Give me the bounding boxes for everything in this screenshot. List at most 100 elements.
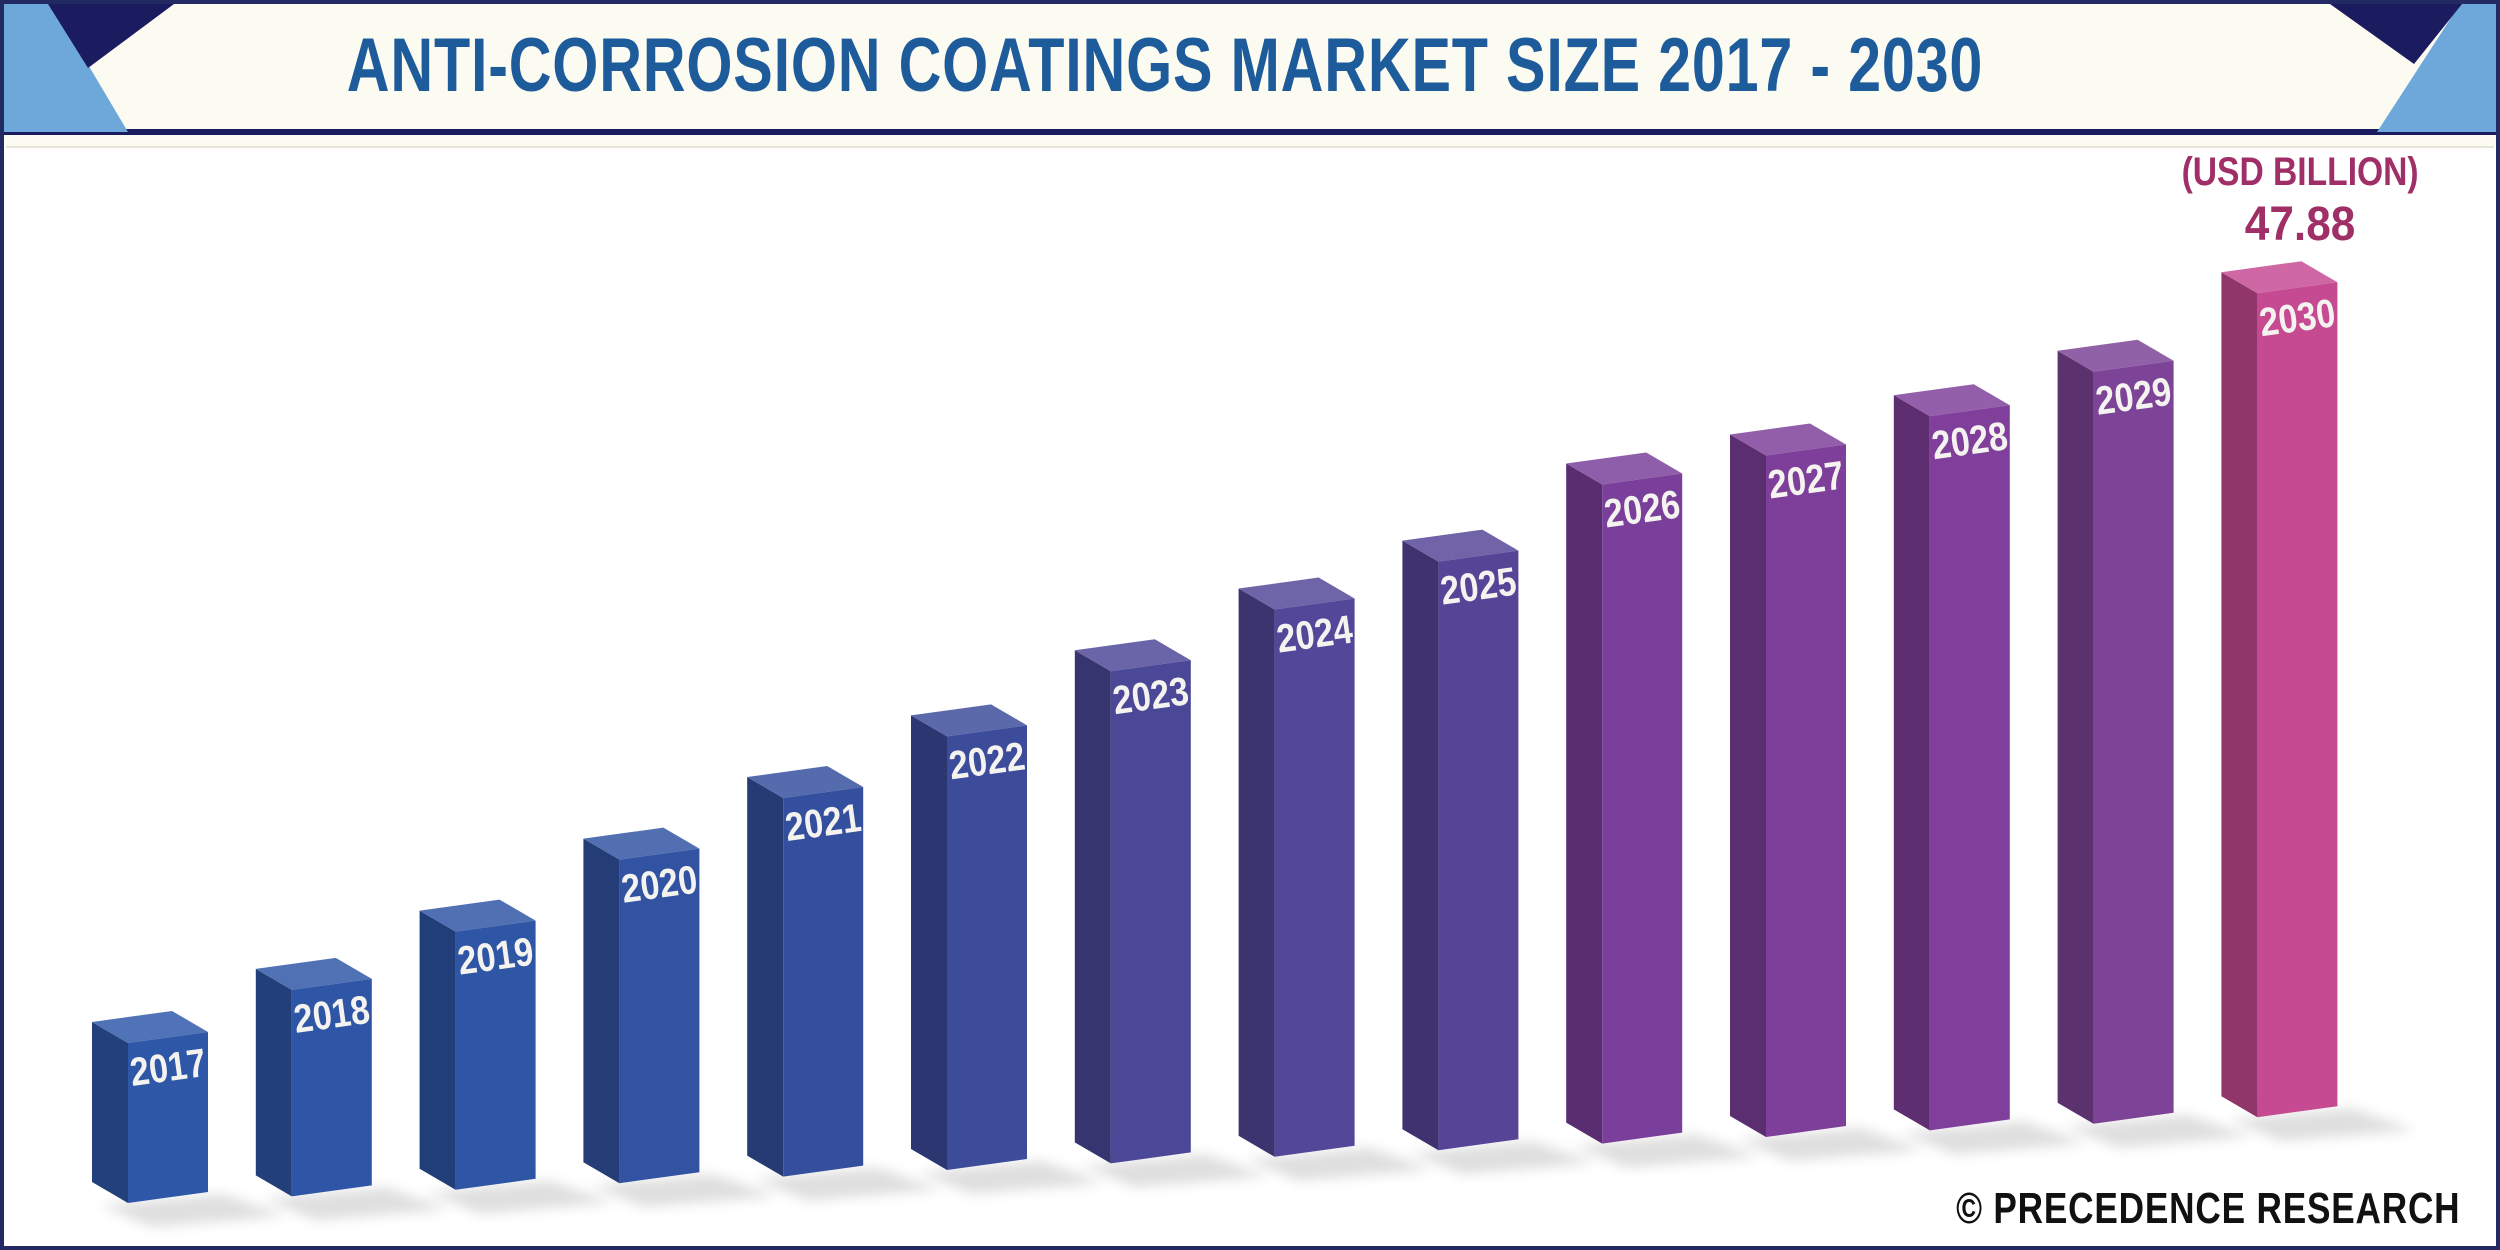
bar-2025: 2025 [1402,529,1597,1175]
right-navy-triangle [2330,4,2462,64]
bar-left-face [1893,395,1930,1131]
bar-front-face [619,848,700,1184]
bar-left-face [1238,588,1275,1157]
bar-shadow [919,1161,1105,1194]
bar-year-label: 2022 [946,734,1027,788]
bar-shadow [2229,1108,2416,1142]
bar-2030: 2030 [2221,261,2416,1142]
bar-front-face [1602,473,1683,1144]
bar-left-face [911,715,947,1170]
header-band [0,0,2500,146]
bar-shadow [100,1194,286,1227]
bar-front-face [1438,550,1519,1151]
bar-2020: 2020 [583,827,778,1208]
bar-left-face [1402,540,1439,1151]
left-lightblue-ribbon [4,4,128,132]
bar-front-face [2093,360,2174,1124]
bar-year-label: 2030 [2257,291,2338,345]
bar-year-label: 2024 [1274,607,1356,661]
bar-top-face [419,899,536,932]
bar-2021: 2021 [747,765,942,1201]
left-navy-triangle [48,4,174,68]
bar-2019: 2019 [419,899,614,1214]
bar-left-face [255,968,292,1197]
bar-shadow [2065,1114,2252,1148]
bar-year-label: 2028 [1929,414,2010,468]
bar-shadow [591,1174,778,1208]
bar-year-label: 2029 [2093,370,2174,424]
bar-year-label: 2019 [455,930,536,984]
bar-top-face [1402,529,1519,562]
bar-year-label: 2027 [1765,454,1846,508]
bar-year-label: 2025 [1438,560,1519,614]
bar-front-face [1929,405,2010,1131]
bar-front-face [1274,598,1355,1157]
bar-left-face [2057,350,2094,1124]
bar-year-label: 2026 [1602,483,1683,537]
bar-shadow [1574,1134,1761,1168]
bar-shadow [1082,1154,1269,1188]
bar-top-face [1238,577,1355,610]
value-annotation: (USD BILLION) 47.88 [2150,150,2450,252]
bar-top-face [1074,639,1191,672]
bar-shadow [1738,1128,1924,1161]
bar-year-label: 2018 [291,988,372,1042]
bar-shadow [1410,1141,1597,1175]
bar-left-face [1730,434,1766,1138]
bar-year-label: 2020 [619,858,700,912]
bar-2022: 2022 [911,704,1105,1194]
bar-shadow [755,1167,942,1201]
bar-2018: 2018 [255,957,450,1221]
right-lightblue-ribbon [2377,4,2496,132]
bar-2017: 2017 [92,1010,286,1227]
header-decoration [4,4,2496,132]
bar-front-face [455,920,536,1190]
bar-shadow [263,1187,450,1221]
bar-top-face [1566,452,1683,485]
bar-top-face [1893,384,2010,417]
bar-top-face [2221,261,2338,294]
bar-top-face [255,957,372,990]
bar-front-face [1110,660,1191,1164]
header-divider-line [0,129,2500,135]
bar-top-face [747,765,864,798]
bar-front-face [291,978,372,1197]
bar-left-face [2221,272,2258,1118]
bar-shadow [1246,1147,1433,1181]
bar-2023: 2023 [1074,639,1269,1188]
bar-top-face [1730,423,1846,456]
page-title: ANTI-CORROSION COATINGS MARKET SIZE 2017… [346,22,1984,108]
bar-year-label: 2023 [1110,669,1191,723]
bar-top-face [92,1010,208,1043]
bar-front-face [947,725,1027,1170]
bar-2026: 2026 [1566,452,1761,1168]
bar-left-face [1074,650,1111,1164]
bar-left-face [92,1021,128,1203]
copyright-credit: © PRECEDENCE RESEARCH [1955,1184,2460,1233]
bar-front-face [1766,444,1846,1138]
bar-left-face [747,776,784,1177]
bar-2028: 2028 [1893,384,2088,1155]
panel-top-rule [6,146,2494,148]
bar-2024: 2024 [1238,577,1433,1181]
header: ANTI-CORROSION COATINGS MARKET SIZE 2017… [0,0,2500,130]
bar-year-label: 2021 [783,796,864,850]
bar-front-face [783,786,864,1177]
bar-2027: 2027 [1730,423,1924,1161]
bar-left-face [419,910,456,1190]
bar-top-face [2057,339,2174,372]
bar-left-face [583,838,620,1184]
bar-top-face [583,827,700,860]
bar-top-face [911,704,1027,737]
bar-shadow [1901,1121,2088,1155]
bar-front-face [2257,282,2338,1118]
bar-front-face [128,1031,208,1203]
bar-year-label: 2017 [127,1041,208,1095]
bar-shadow [427,1180,614,1214]
bar-2029: 2029 [2057,339,2252,1148]
unit-label: (USD BILLION) [2181,150,2419,194]
peak-value-label: 47.88 [2244,198,2356,251]
bar-left-face [1566,463,1603,1144]
